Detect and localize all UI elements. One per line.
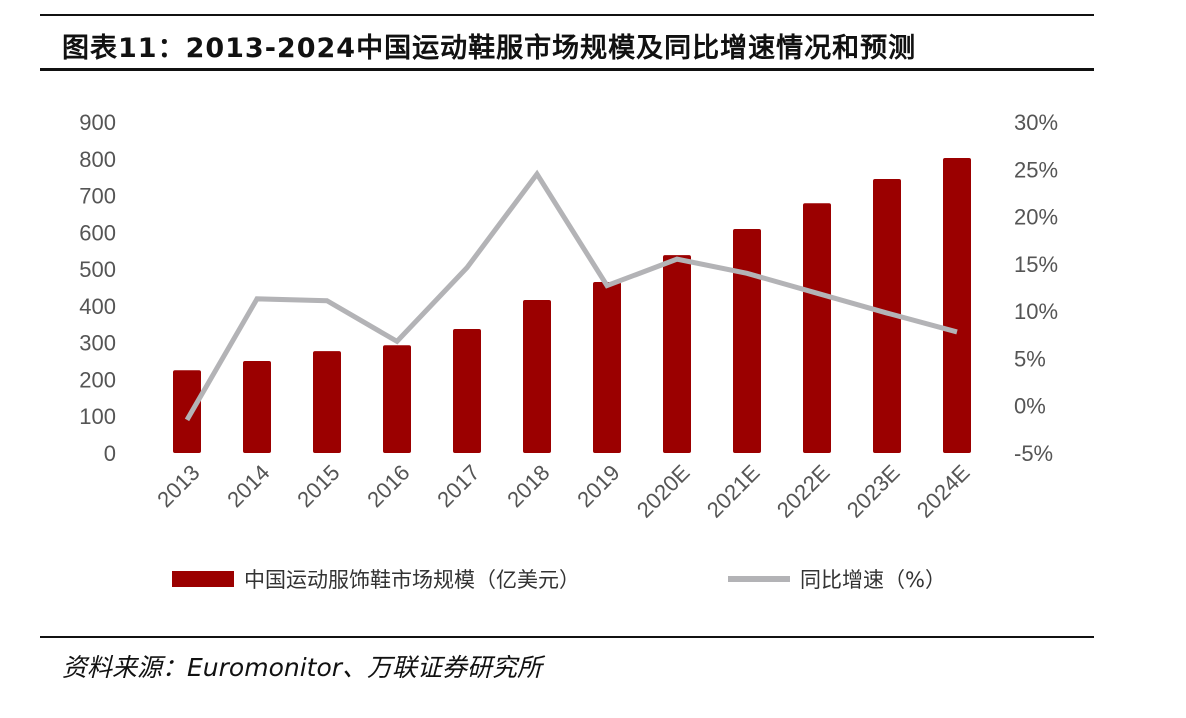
x-axis-tick: 2019 [572,460,624,512]
bar-2022E [803,203,831,453]
legend-item-line: 同比增速（%） [728,564,946,594]
legend-swatch-bar [172,571,234,587]
growth-line [184,169,958,422]
right-axis-tick: 20% [1014,205,1058,230]
bar-2020E [663,255,691,453]
right-axis-tick: 15% [1014,252,1058,277]
x-axis-tick: 2020E [632,460,695,523]
bar-2023E [873,179,901,453]
left-axis-tick: 200 [79,367,116,392]
x-axis-tick: 2014 [222,460,274,512]
x-axis-tick: 2024E [912,460,975,523]
left-axis-tick: 300 [79,331,116,356]
bar-2017 [453,329,481,453]
right-axis-tick: 25% [1014,157,1058,182]
chart-area: 0 100 200 300 400 500 600 700 800 900 -5% 0% 5% 10% 15… [79,110,1058,523]
x-axis-tick: 2023E [842,460,905,523]
left-axis-tick: 600 [79,220,116,245]
right-axis-tick: 30% [1014,110,1058,135]
legend-label-line: 同比增速（%） [800,568,946,592]
left-axis-tick: 100 [79,404,116,429]
right-axis-tick: 10% [1014,299,1058,324]
legend-label-bar: 中国运动服饰鞋市场规模（亿美元） [244,568,580,592]
bar-2016 [383,345,411,453]
top-rule [40,14,1094,16]
left-axis-tick: 400 [79,294,116,319]
left-axis-tick: 800 [79,147,116,172]
x-axis-tick: 2016 [362,460,414,512]
x-axis-tick: 2017 [432,460,484,512]
x-axis-tick: 2015 [292,460,344,512]
x-axis-tick: 2013 [152,460,204,512]
right-axis-tick: 0% [1014,394,1046,419]
chart-title: 图表11：2013-2024中国运动鞋服市场规模及同比增速情况和预测 [62,33,917,64]
bar-2019 [593,281,621,453]
source-note: 资料来源：Euromonitor、万联证券研究所 [62,653,543,682]
x-axis-tick: 2018 [502,460,554,512]
left-axis-tick: 700 [79,184,116,209]
x-axis-tick: 2021E [702,460,765,523]
x-axis-tick: 2022E [772,460,835,523]
bottom-rule [40,636,1094,638]
bar-2021E [733,229,761,453]
left-axis-tick: 900 [79,110,116,135]
title-rule [40,68,1094,71]
legend-item-bar: 中国运动服饰鞋市场规模（亿美元） [172,564,580,594]
right-axis-tick: -5% [1014,441,1053,466]
left-axis-tick: 500 [79,257,116,282]
left-axis-tick: 0 [104,441,116,466]
bar-2018 [523,300,551,453]
bar-2014 [243,361,271,453]
bar-2015 [313,351,341,453]
legend-swatch-line [728,576,790,582]
bar-2013 [173,370,201,453]
right-axis-tick: 5% [1014,346,1046,371]
bar-2024E [943,158,971,453]
